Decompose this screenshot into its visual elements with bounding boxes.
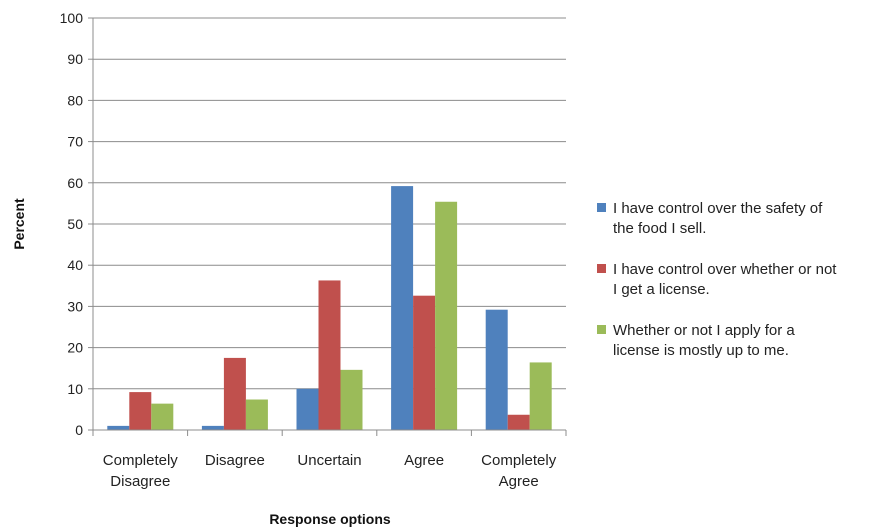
axes bbox=[92, 18, 567, 436]
x-tick-label: Completely Disagree bbox=[103, 452, 179, 490]
legend-swatch bbox=[597, 203, 606, 212]
bar bbox=[391, 186, 414, 430]
y-tick-label: 30 bbox=[67, 298, 83, 314]
legend-swatch bbox=[597, 264, 606, 273]
legend-swatch bbox=[597, 325, 606, 334]
bar bbox=[245, 399, 268, 430]
bar bbox=[201, 425, 224, 430]
y-tick-label: 50 bbox=[67, 216, 83, 232]
bar bbox=[507, 414, 530, 430]
bar bbox=[296, 388, 319, 430]
bar bbox=[529, 362, 552, 430]
y-tick-label: 40 bbox=[67, 257, 83, 273]
y-tick-label: 20 bbox=[67, 340, 83, 356]
x-tick-label: Disagree bbox=[205, 452, 265, 469]
x-axis-title: Response options bbox=[269, 511, 391, 527]
bar bbox=[485, 309, 508, 430]
legend-entry: I have control over the safety of the foo… bbox=[613, 200, 823, 237]
bar bbox=[129, 392, 152, 430]
y-tick-label: 100 bbox=[60, 10, 84, 26]
y-tick-label: 10 bbox=[67, 381, 83, 397]
y-axis-title: Percent bbox=[11, 198, 27, 250]
legend: I have control over the safety of the foo… bbox=[597, 200, 837, 359]
bar bbox=[223, 357, 246, 430]
x-tick-label: Uncertain bbox=[297, 452, 361, 469]
x-tick-label: Completely Agree bbox=[481, 452, 557, 490]
bar bbox=[151, 403, 174, 430]
y-tick-label: 80 bbox=[67, 92, 83, 108]
y-tick-labels: 0 10 20 30 40 50 60 70 80 90 100 bbox=[60, 10, 84, 438]
y-tick-label: 70 bbox=[67, 134, 83, 150]
bar bbox=[318, 280, 341, 430]
bar bbox=[413, 295, 436, 430]
legend-entry: Whether or not I apply for a license is m… bbox=[613, 322, 795, 359]
y-tick-label: 60 bbox=[67, 175, 83, 191]
bar bbox=[435, 201, 458, 430]
y-tick-label: 0 bbox=[75, 422, 83, 438]
x-tick-labels: Completely Disagree Disagree Uncertain Agree… bbox=[103, 452, 557, 490]
bar bbox=[107, 425, 130, 430]
bars bbox=[107, 186, 552, 430]
bar bbox=[340, 369, 363, 430]
legend-entry: I have control over whether or not I get … bbox=[613, 261, 837, 298]
x-tick-label: Agree bbox=[404, 452, 444, 469]
y-tick-label: 90 bbox=[67, 51, 83, 67]
